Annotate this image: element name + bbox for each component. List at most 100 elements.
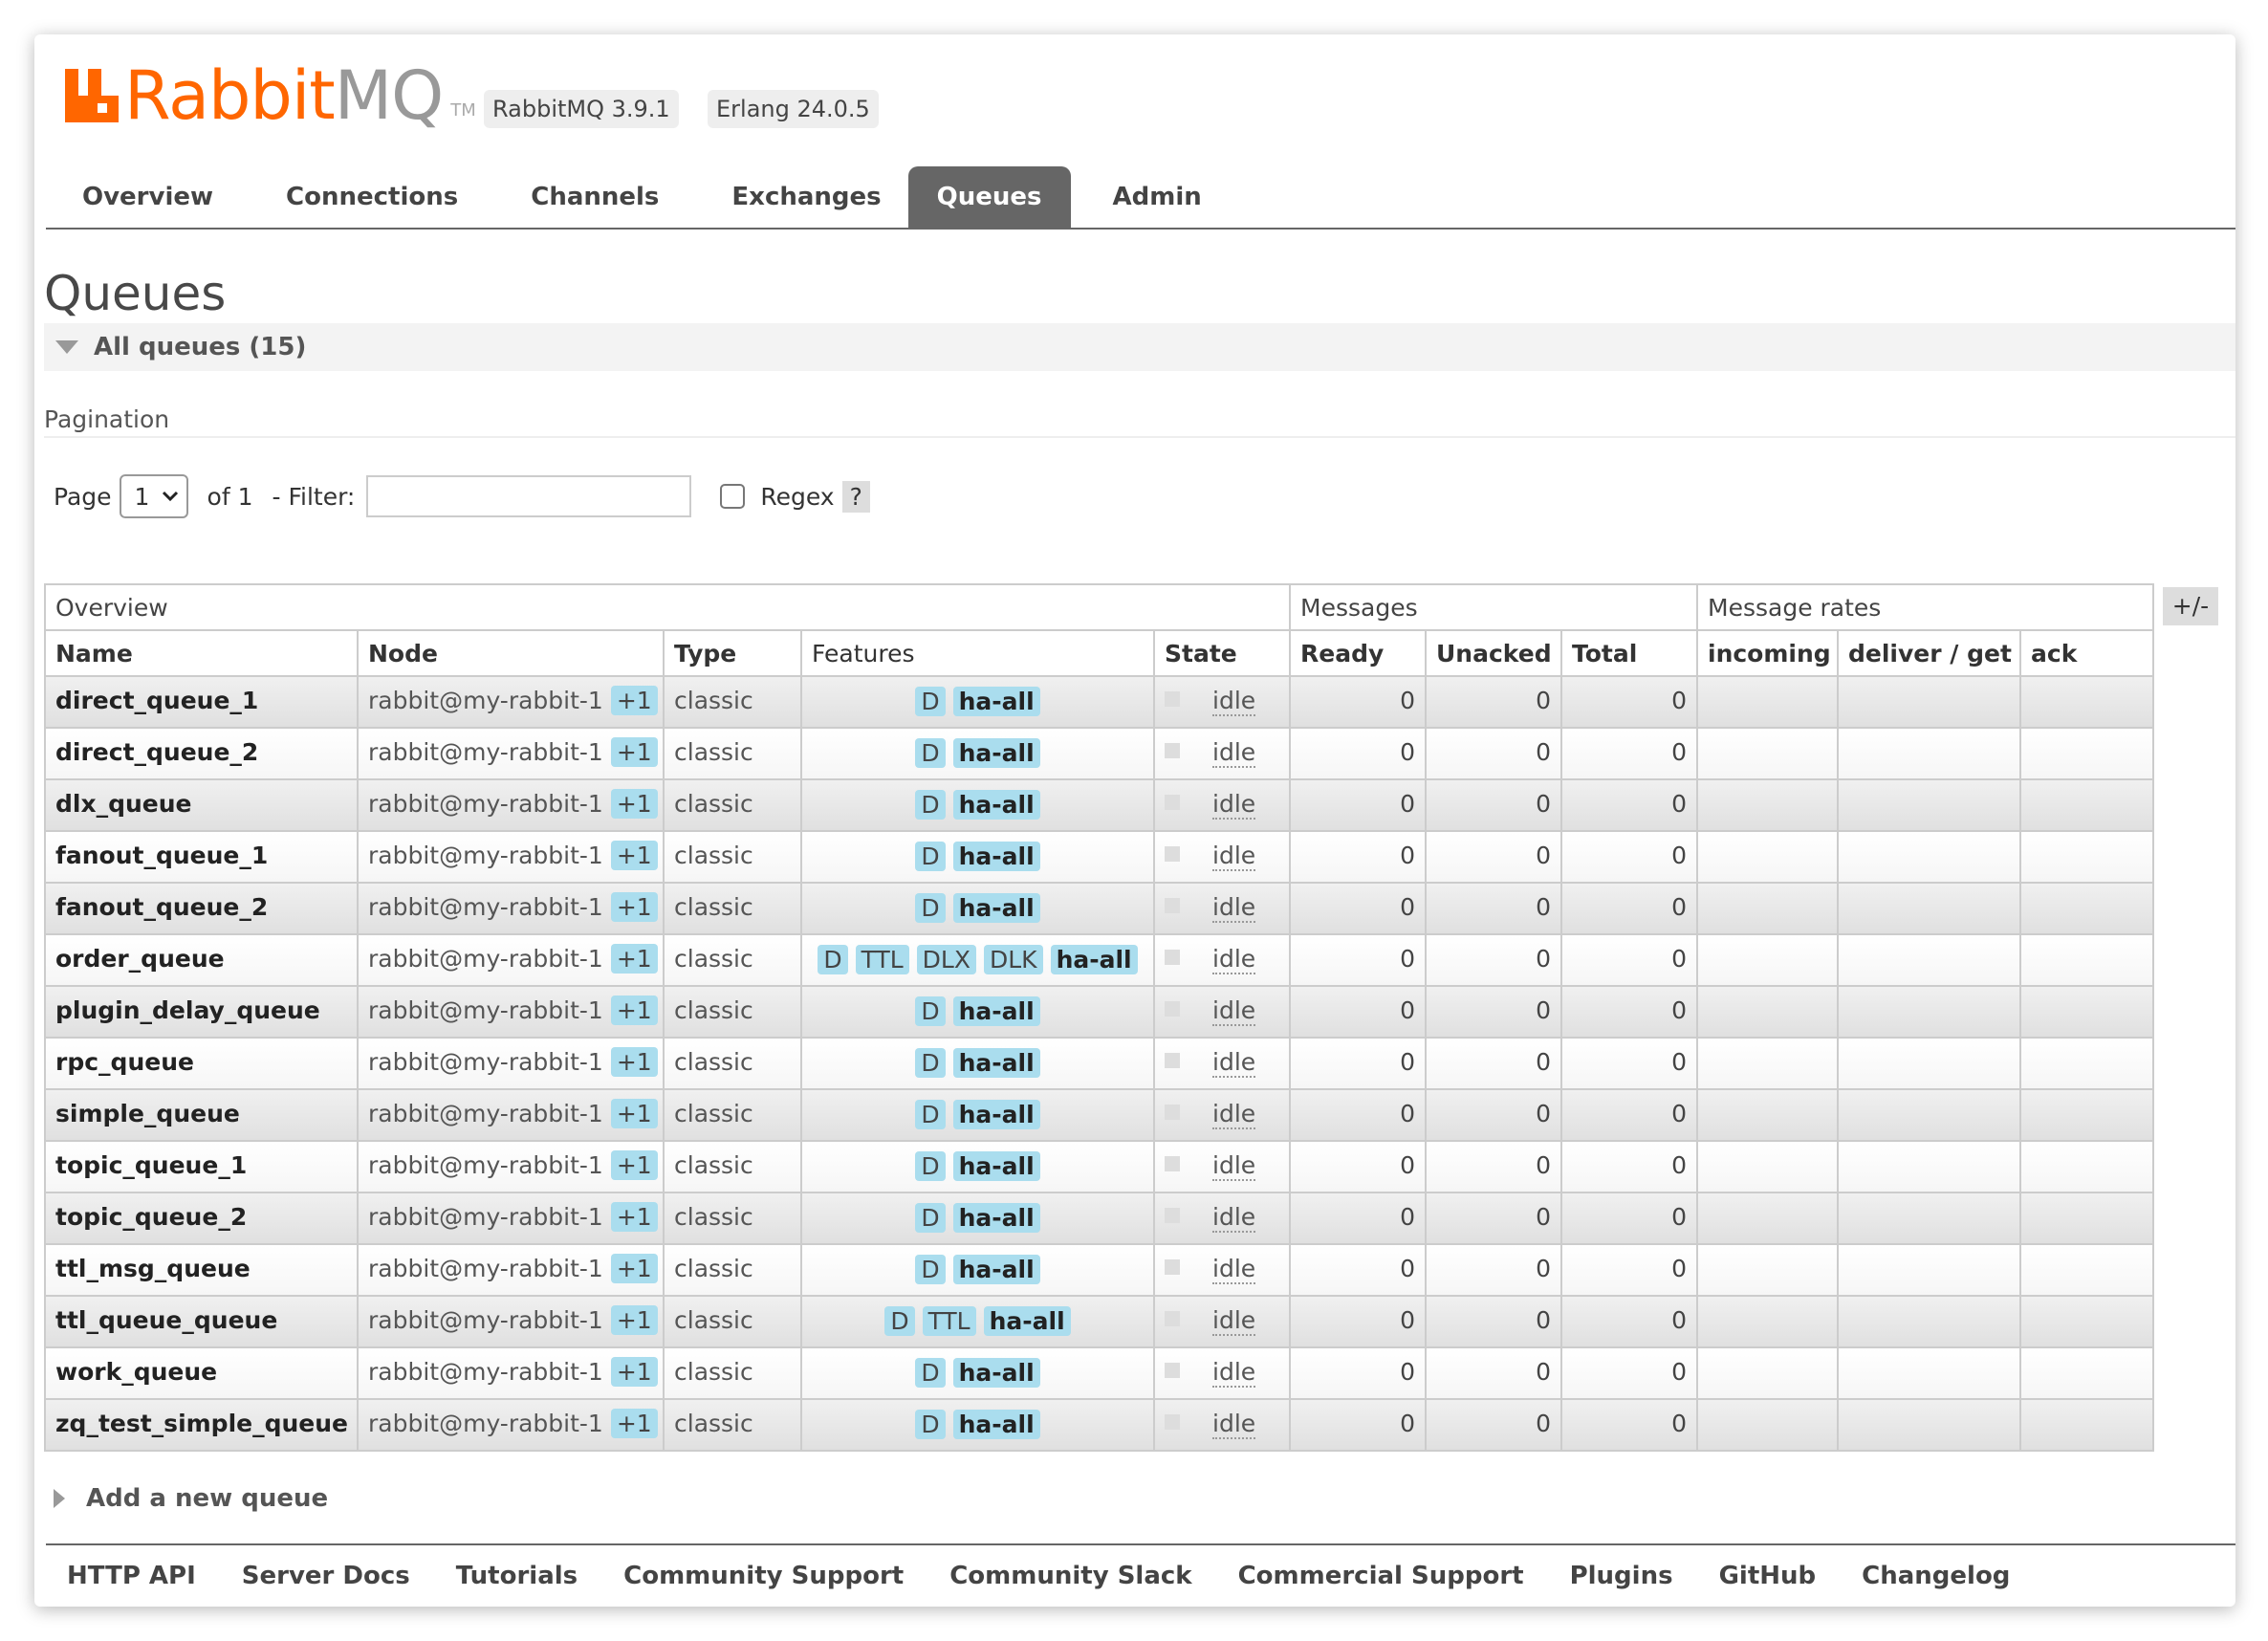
- table-row[interactable]: plugin_delay_queue rabbit@my-rabbit-1 +1 cl…: [44, 985, 2154, 1039]
- add-queue-toggle[interactable]: Add a new queue: [54, 1484, 328, 1513]
- page-select-value: 1: [134, 482, 150, 511]
- table-row[interactable]: zq_test_simple_queue rabbit@my-rabbit-1 +1…: [44, 1398, 2154, 1452]
- tab-admin[interactable]: Admin: [1112, 183, 1202, 211]
- column-header-state[interactable]: State: [1153, 629, 1291, 677]
- queue-state-cell: idle: [1153, 1140, 1291, 1193]
- feature-tag: D: [884, 1306, 915, 1336]
- column-toggle-button[interactable]: +/-: [2163, 587, 2218, 625]
- queue-node: rabbit@my-rabbit-1: [368, 1358, 603, 1386]
- footer-link-community-support[interactable]: Community Support: [623, 1562, 905, 1590]
- table-row[interactable]: ttl_queue_queue rabbit@my-rabbit-1 +1 class…: [44, 1295, 2154, 1348]
- tab-exchanges[interactable]: Exchanges: [731, 183, 882, 211]
- queue-node: rabbit@my-rabbit-1: [368, 1048, 603, 1076]
- footer-link-server-docs[interactable]: Server Docs: [241, 1562, 410, 1590]
- rate-incoming: [1696, 933, 1839, 987]
- queue-name-link[interactable]: simple_queue: [44, 1088, 359, 1142]
- column-header-type[interactable]: Type: [663, 629, 802, 677]
- table-row[interactable]: ttl_msg_queue rabbit@my-rabbit-1 +1 classic…: [44, 1243, 2154, 1297]
- state-square-icon: [1165, 1363, 1180, 1378]
- rate-incoming: [1696, 1088, 1839, 1142]
- feature-tag: ha-all: [1050, 945, 1138, 974]
- footer-link-tutorials[interactable]: Tutorials: [455, 1562, 578, 1590]
- footer-link-commercial-support[interactable]: Commercial Support: [1237, 1562, 1524, 1590]
- rate-ack: [2019, 1037, 2154, 1090]
- table-row[interactable]: simple_queue rabbit@my-rabbit-1 +1 classic D…: [44, 1088, 2154, 1142]
- queue-state-cell: idle: [1153, 1243, 1291, 1297]
- feature-tag: D: [915, 1151, 946, 1181]
- queue-total: 0: [1560, 1037, 1698, 1090]
- table-row[interactable]: direct_queue_1 rabbit@my-rabbit-1 +1 classi…: [44, 675, 2154, 729]
- footer-link-http-api[interactable]: HTTP API: [67, 1562, 196, 1590]
- column-header-deliver-get[interactable]: deliver / get: [1837, 629, 2021, 677]
- feature-tag: D: [915, 1255, 946, 1284]
- queue-name-link[interactable]: direct_queue_1: [44, 675, 359, 729]
- node-mirror-badge: +1: [610, 1202, 658, 1232]
- queue-name-link[interactable]: ttl_queue_queue: [44, 1295, 359, 1348]
- regex-label: Regex: [760, 482, 835, 511]
- feature-tag: D: [915, 1358, 946, 1388]
- rabbitmq-logo[interactable]: RabbitMQ TM: [65, 57, 476, 134]
- column-header-node[interactable]: Node: [357, 629, 665, 677]
- footer-link-plugins[interactable]: Plugins: [1569, 1562, 1673, 1590]
- column-header-ready[interactable]: Ready: [1289, 629, 1427, 677]
- all-queues-toggle[interactable]: All queues (15): [44, 323, 2235, 371]
- queue-type: classic: [663, 933, 802, 987]
- feature-tag: D: [915, 996, 946, 1026]
- queue-total: 0: [1560, 1295, 1698, 1348]
- queues-table: Overview Messages Message rates Name Nod…: [44, 583, 2154, 1452]
- tab-channels[interactable]: Channels: [531, 183, 660, 211]
- column-header-ack[interactable]: ack: [2019, 629, 2154, 677]
- table-row[interactable]: topic_queue_2 rabbit@my-rabbit-1 +1 classic…: [44, 1192, 2154, 1245]
- queue-name-link[interactable]: topic_queue_1: [44, 1140, 359, 1193]
- column-header-name[interactable]: Name: [44, 629, 359, 677]
- footer-link-github[interactable]: GitHub: [1718, 1562, 1817, 1590]
- node-mirror-badge: +1: [610, 892, 658, 922]
- queue-type: classic: [663, 882, 802, 935]
- queue-unacked: 0: [1425, 933, 1562, 987]
- tab-connections[interactable]: Connections: [286, 183, 459, 211]
- table-row[interactable]: order_queue rabbit@my-rabbit-1 +1 classic D T…: [44, 933, 2154, 987]
- regex-checkbox[interactable]: [720, 484, 746, 509]
- column-header-total[interactable]: Total: [1560, 629, 1698, 677]
- queue-name-link[interactable]: zq_test_simple_queue: [44, 1398, 359, 1452]
- queue-name-link[interactable]: order_queue: [44, 933, 359, 987]
- queue-name-link[interactable]: direct_queue_2: [44, 727, 359, 780]
- queue-name-link[interactable]: plugin_delay_queue: [44, 985, 359, 1039]
- table-row[interactable]: fanout_queue_1 rabbit@my-rabbit-1 +1 classi…: [44, 830, 2154, 884]
- regex-help-button[interactable]: ?: [841, 480, 870, 513]
- tab-overview[interactable]: Overview: [82, 183, 214, 211]
- queue-name-link[interactable]: work_queue: [44, 1346, 359, 1400]
- filter-input[interactable]: [366, 475, 692, 517]
- table-row[interactable]: direct_queue_2 rabbit@my-rabbit-1 +1 classi…: [44, 727, 2154, 780]
- footer-link-community-slack[interactable]: Community Slack: [949, 1562, 1192, 1590]
- queue-name-link[interactable]: topic_queue_2: [44, 1192, 359, 1245]
- feature-tag: D: [915, 1410, 946, 1439]
- table-row[interactable]: topic_queue_1 rabbit@my-rabbit-1 +1 classic…: [44, 1140, 2154, 1193]
- queue-node: rabbit@my-rabbit-1: [368, 790, 603, 818]
- queue-name-link[interactable]: dlx_queue: [44, 778, 359, 832]
- queue-name-link[interactable]: rpc_queue: [44, 1037, 359, 1090]
- rate-ack: [2019, 1243, 2154, 1297]
- page-select[interactable]: 1: [119, 474, 188, 518]
- expand-triangle-icon: [54, 1489, 65, 1508]
- queue-name-link[interactable]: fanout_queue_1: [44, 830, 359, 884]
- queue-ready: 0: [1289, 1398, 1427, 1452]
- rate-ack: [2019, 675, 2154, 729]
- queue-name-link[interactable]: fanout_queue_2: [44, 882, 359, 935]
- footer-link-changelog[interactable]: Changelog: [1862, 1562, 2011, 1590]
- table-row[interactable]: fanout_queue_2 rabbit@my-rabbit-1 +1 classi…: [44, 882, 2154, 935]
- state-square-icon: [1165, 1208, 1180, 1223]
- page-of-label: of 1: [207, 482, 253, 511]
- rabbitmq-version-badge: RabbitMQ 3.9.1: [484, 90, 679, 128]
- column-header-unacked[interactable]: Unacked: [1425, 629, 1562, 677]
- rate-deliver-get: [1837, 1295, 2021, 1348]
- tab-queues[interactable]: Queues: [907, 166, 1071, 228]
- queue-node: rabbit@my-rabbit-1: [368, 893, 603, 921]
- queue-name-link[interactable]: ttl_msg_queue: [44, 1243, 359, 1297]
- column-header-incoming[interactable]: incoming: [1696, 629, 1839, 677]
- rate-incoming: [1696, 1243, 1839, 1297]
